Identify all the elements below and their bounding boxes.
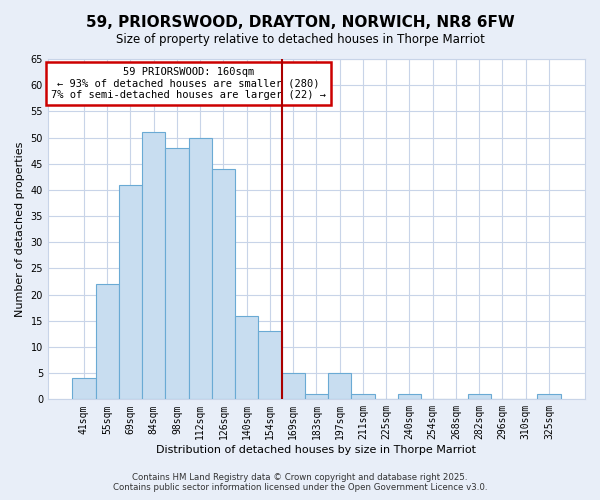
Y-axis label: Number of detached properties: Number of detached properties — [15, 142, 25, 317]
Bar — [142, 132, 166, 400]
Text: 59 PRIORSWOOD: 160sqm
← 93% of detached houses are smaller (280)
7% of semi-deta: 59 PRIORSWOOD: 160sqm ← 93% of detached … — [51, 67, 326, 100]
Text: 59, PRIORSWOOD, DRAYTON, NORWICH, NR8 6FW: 59, PRIORSWOOD, DRAYTON, NORWICH, NR8 6F… — [86, 15, 514, 30]
Bar — [259, 332, 281, 400]
Bar — [166, 148, 188, 400]
Bar — [73, 378, 95, 400]
Text: Contains HM Land Registry data © Crown copyright and database right 2025.
Contai: Contains HM Land Registry data © Crown c… — [113, 473, 487, 492]
Bar — [352, 394, 374, 400]
Bar — [305, 394, 328, 400]
Text: Size of property relative to detached houses in Thorpe Marriot: Size of property relative to detached ho… — [116, 32, 484, 46]
Bar — [235, 316, 259, 400]
Bar — [188, 138, 212, 400]
Bar — [95, 284, 119, 400]
Bar — [119, 184, 142, 400]
Bar — [212, 169, 235, 400]
Bar — [467, 394, 491, 400]
Bar — [538, 394, 560, 400]
Bar — [281, 373, 305, 400]
Bar — [328, 373, 352, 400]
Bar — [398, 394, 421, 400]
X-axis label: Distribution of detached houses by size in Thorpe Marriot: Distribution of detached houses by size … — [157, 445, 476, 455]
